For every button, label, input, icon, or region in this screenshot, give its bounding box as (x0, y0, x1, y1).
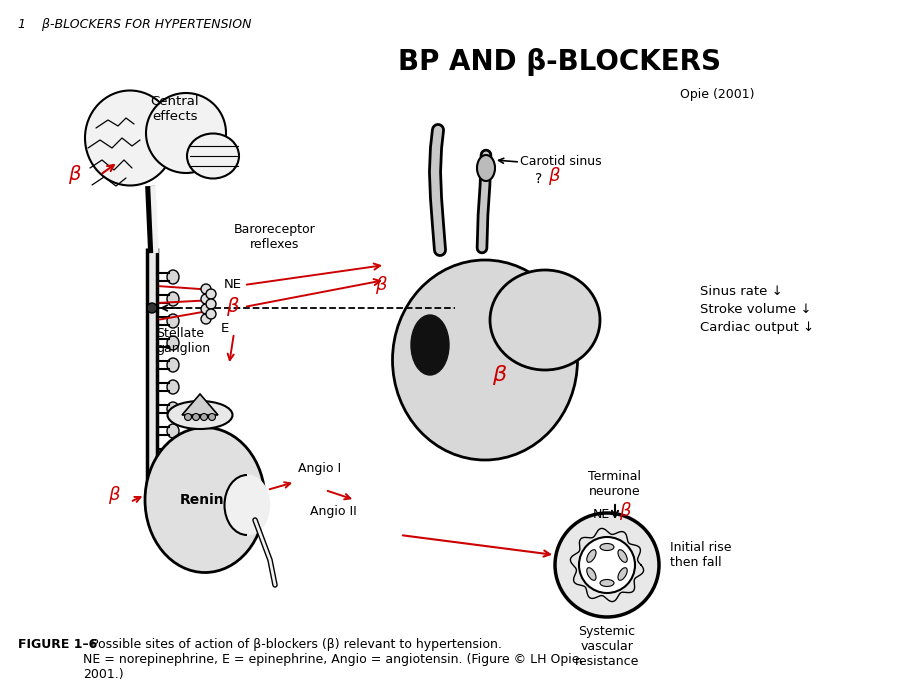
Text: Stroke volume ↓: Stroke volume ↓ (699, 303, 811, 316)
Text: 1    β-BLOCKERS FOR HYPERTENSION: 1 β-BLOCKERS FOR HYPERTENSION (18, 18, 251, 31)
Text: BP AND β-BLOCKERS: BP AND β-BLOCKERS (398, 48, 720, 76)
Ellipse shape (167, 380, 179, 394)
Text: E: E (221, 322, 229, 335)
Circle shape (578, 537, 634, 593)
Ellipse shape (167, 446, 179, 460)
Ellipse shape (476, 155, 494, 181)
Circle shape (200, 304, 210, 314)
Ellipse shape (167, 402, 179, 416)
Ellipse shape (586, 568, 596, 580)
Ellipse shape (599, 580, 613, 586)
Text: $\beta$: $\beta$ (492, 363, 507, 387)
Circle shape (206, 299, 216, 309)
Ellipse shape (167, 401, 233, 429)
Text: $\beta$: $\beta$ (375, 274, 388, 296)
Ellipse shape (167, 314, 179, 328)
Ellipse shape (599, 544, 613, 551)
Text: Central
effects: Central effects (151, 95, 199, 123)
Polygon shape (182, 394, 218, 415)
Text: Possible sites of action of β-blockers (β) relevant to hypertension.
NE = norepi: Possible sites of action of β-blockers (… (83, 638, 583, 681)
Text: Sinus rate ↓: Sinus rate ↓ (699, 285, 782, 298)
Text: NE: NE (223, 279, 242, 291)
Ellipse shape (167, 336, 179, 350)
Text: Carotid sinus: Carotid sinus (519, 155, 601, 168)
Circle shape (147, 303, 157, 313)
Ellipse shape (224, 475, 269, 535)
Text: FIGURE 1–6: FIGURE 1–6 (18, 638, 97, 651)
Ellipse shape (167, 424, 179, 438)
Text: Initial rise
then fall: Initial rise then fall (669, 541, 731, 569)
Ellipse shape (167, 358, 179, 372)
Circle shape (200, 294, 210, 304)
Ellipse shape (618, 550, 627, 562)
Text: Angio II: Angio II (310, 505, 357, 518)
Text: $\beta$: $\beta$ (618, 500, 631, 522)
Text: $\beta$: $\beta$ (548, 165, 561, 187)
Ellipse shape (618, 568, 627, 580)
Text: Opie (2001): Opie (2001) (679, 88, 754, 101)
Text: Baroreceptor
reflexes: Baroreceptor reflexes (233, 223, 315, 251)
Circle shape (192, 413, 199, 420)
Circle shape (206, 309, 216, 319)
Text: $\beta$: $\beta$ (226, 295, 240, 319)
Ellipse shape (167, 270, 179, 284)
Text: $\beta$: $\beta$ (108, 484, 120, 506)
Text: $\beta$: $\beta$ (68, 164, 82, 186)
Ellipse shape (392, 260, 577, 460)
Ellipse shape (146, 93, 226, 173)
Circle shape (206, 289, 216, 299)
Circle shape (185, 413, 191, 420)
Text: Systemic
vascular
resistance: Systemic vascular resistance (574, 625, 639, 668)
Text: Terminal
neurone: Terminal neurone (588, 470, 641, 498)
Circle shape (200, 314, 210, 324)
Ellipse shape (145, 428, 265, 573)
Text: Stellate
ganglion: Stellate ganglion (156, 327, 210, 355)
Circle shape (200, 284, 210, 294)
Text: Renin: Renin (180, 493, 224, 507)
Text: ?: ? (535, 172, 541, 186)
Circle shape (554, 513, 658, 617)
Ellipse shape (411, 315, 448, 375)
Text: NE: NE (593, 508, 609, 521)
Ellipse shape (187, 133, 239, 179)
Circle shape (209, 413, 215, 420)
Text: Cardiac output ↓: Cardiac output ↓ (699, 321, 813, 334)
Text: Angio I: Angio I (298, 462, 341, 475)
Circle shape (200, 413, 208, 420)
Ellipse shape (167, 292, 179, 306)
Ellipse shape (586, 550, 596, 562)
Ellipse shape (85, 90, 175, 186)
Ellipse shape (490, 270, 599, 370)
